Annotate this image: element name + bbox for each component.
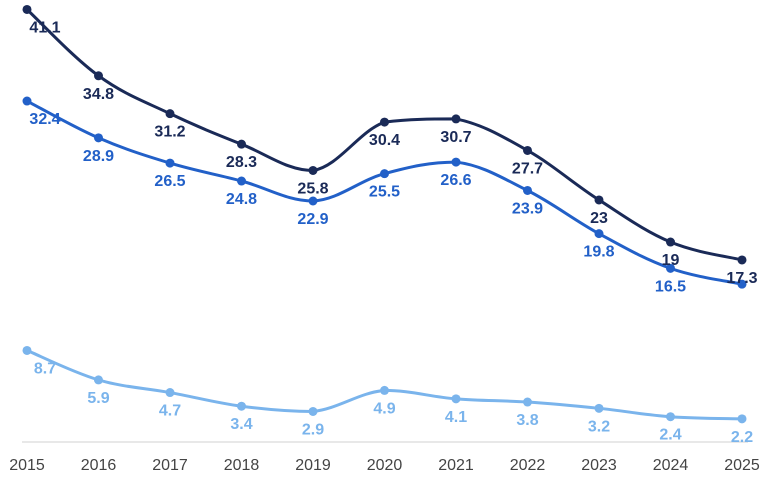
data-label-s3-2023: 3.2 [588, 418, 610, 435]
x-tick-label-2025: 2025 [724, 457, 760, 474]
data-point-s1-2015 [22, 4, 32, 14]
data-label-s3-2020: 4.9 [373, 400, 395, 417]
x-tick-layer: 2015 2016 2017 2018 2019 2020 2021 2022 2023 2024… [9, 457, 760, 474]
data-label-s3-2024: 2.4 [659, 427, 681, 444]
x-tick-label-2019: 2019 [295, 457, 331, 474]
data-point-s3-2018 [237, 401, 246, 411]
data-label-s1-2022: 27.7 [512, 160, 543, 177]
data-point-s2-2024 [666, 263, 675, 273]
data-label-s2-2017: 26.5 [154, 173, 185, 190]
data-label-s1-2025: 17.3 [726, 270, 757, 287]
data-point-s2-2018 [237, 176, 246, 186]
data-label-s2-2021: 26.6 [440, 172, 471, 189]
data-point-s1-2023 [594, 195, 604, 205]
x-tick-label-2024: 2024 [653, 457, 689, 474]
data-point-s2-2016 [94, 133, 103, 143]
data-point-s2-2021 [451, 157, 461, 167]
data-point-s2-2025 [737, 279, 747, 289]
data-point-s2-2019 [308, 196, 318, 206]
data-point-s3-2017 [165, 388, 175, 398]
series-layer [22, 4, 747, 424]
x-tick-label-2021: 2021 [438, 457, 474, 474]
data-label-s1-2024: 19 [662, 252, 680, 269]
data-point-s1-2025 [737, 255, 747, 265]
x-tick-label-2017: 2017 [152, 457, 188, 474]
data-point-s3-2024 [666, 412, 675, 422]
data-label-s1-2019: 25.8 [297, 180, 328, 197]
x-tick-label-2016: 2016 [81, 457, 117, 474]
data-label-s1-2017: 31.2 [154, 124, 185, 141]
data-label-s1-2020: 30.4 [369, 132, 400, 149]
data-label-s3-2022: 3.8 [516, 412, 538, 429]
data-point-s3-2016 [94, 375, 103, 385]
x-tick-label-2023: 2023 [581, 457, 617, 474]
data-point-s1-2016 [94, 71, 103, 81]
data-point-s3-2023 [594, 403, 604, 413]
data-label-s3-2021: 4.1 [445, 409, 467, 426]
data-point-s3-2022 [523, 397, 532, 407]
data-point-s3-2019 [308, 406, 318, 416]
data-label-s2-2024: 16.5 [655, 278, 686, 295]
data-point-s2-2023 [594, 229, 604, 239]
data-point-s2-2020 [380, 169, 389, 179]
data-label-s2-2022: 23.9 [512, 200, 543, 217]
data-label-s1-2018: 28.3 [226, 154, 257, 171]
data-label-s3-2019: 2.9 [302, 421, 324, 438]
data-label-s3-2025: 2.2 [731, 429, 753, 446]
data-label-s1-2015: 41.1 [29, 19, 60, 36]
data-point-s1-2020 [380, 117, 389, 127]
data-label-s3-2016: 5.9 [87, 390, 109, 407]
data-label-s3-2017: 4.7 [159, 403, 181, 420]
data-label-s2-2019: 22.9 [297, 211, 328, 228]
x-tick-label-2015: 2015 [9, 457, 45, 474]
data-point-s3-2025 [737, 414, 747, 424]
data-label-s2-2023: 19.8 [583, 244, 614, 261]
x-tick-label-2022: 2022 [510, 457, 546, 474]
data-point-s1-2017 [165, 109, 175, 119]
data-point-s1-2021 [451, 114, 461, 124]
data-point-s3-2020 [380, 385, 389, 395]
data-point-s1-2022 [523, 145, 532, 155]
data-label-s2-2015: 32.4 [29, 111, 60, 128]
data-label-s3-2018: 3.4 [230, 416, 252, 433]
data-point-s1-2018 [237, 139, 246, 149]
data-label-s3-2015: 8.7 [34, 360, 56, 377]
data-label-s1-2023: 23 [590, 210, 608, 227]
data-point-s2-2015 [22, 96, 32, 106]
data-point-s3-2021 [451, 394, 461, 404]
data-label-layer: 41.1 34.8 31.2 28.3 25.8 30.4 30.7 27.7 23 19 17.3… [29, 19, 757, 445]
data-point-s3-2015 [22, 345, 32, 355]
x-tick-label-2020: 2020 [367, 457, 403, 474]
data-point-s1-2019 [308, 165, 318, 175]
data-label-s1-2021: 30.7 [440, 129, 471, 146]
data-point-s1-2024 [666, 237, 675, 247]
data-label-s2-2018: 24.8 [226, 191, 257, 208]
data-label-s1-2016: 34.8 [83, 86, 114, 103]
data-point-s2-2017 [165, 158, 175, 168]
data-label-s2-2016: 28.9 [83, 148, 114, 165]
data-point-s2-2022 [523, 185, 532, 195]
x-tick-label-2018: 2018 [224, 457, 260, 474]
data-label-s2-2020: 25.5 [369, 184, 400, 201]
